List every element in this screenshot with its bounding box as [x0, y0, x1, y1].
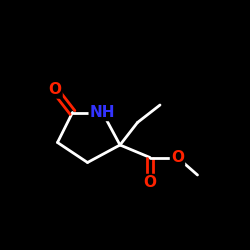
Text: O: O [171, 150, 184, 165]
Text: O: O [144, 175, 156, 190]
Text: O: O [48, 82, 62, 98]
Text: NH: NH [90, 105, 115, 120]
